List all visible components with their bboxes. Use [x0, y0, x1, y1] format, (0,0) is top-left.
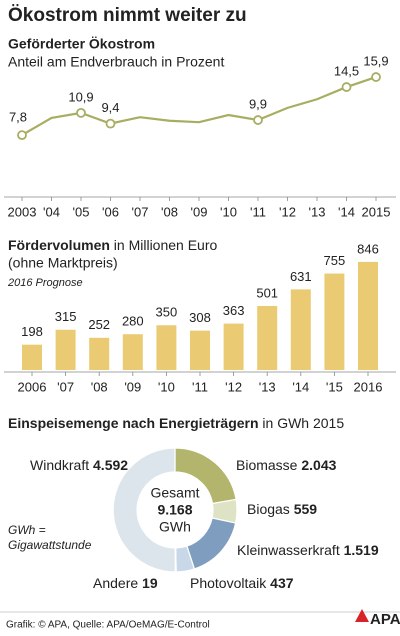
bar: [89, 337, 110, 370]
total-unit: GWh: [159, 519, 191, 535]
value-label: 501: [256, 285, 278, 300]
bar-subtitle: (ohne Marktpreis): [8, 255, 118, 271]
bar: [358, 261, 378, 370]
bar: [290, 289, 311, 370]
segment-value: 1.519: [344, 542, 379, 558]
value-label: 308: [189, 310, 211, 325]
pie-note: Gigawattstunde: [8, 538, 92, 552]
value-label: 350: [156, 305, 178, 320]
bar: [55, 329, 76, 370]
segment-label: Windkraft 4.592: [30, 457, 128, 473]
main-title: Ökostrom nimmt weiter zu: [8, 5, 247, 26]
x-tick-label: 2015: [362, 204, 391, 219]
segment-name: Photovoltaik: [190, 575, 267, 591]
line-subtitle: Anteil am Endverbrauch in Prozent: [8, 54, 224, 70]
point: [341, 82, 352, 92]
bar: [223, 323, 244, 370]
value-label: 631: [290, 269, 312, 284]
x-tick-label: 2016: [354, 379, 383, 394]
segment-label: Biogas 559: [247, 501, 317, 517]
segment-label: Biomasse 2.043: [236, 457, 337, 473]
value-label: 846: [357, 241, 379, 256]
segment-name: Kleinwasserkraft: [237, 542, 340, 558]
value-label: 7,8: [9, 110, 27, 125]
x-tick-label: '08: [91, 379, 108, 394]
bar-title: Fördervolumen in Millionen Euro: [8, 237, 218, 253]
segment-value: 4.592: [93, 457, 128, 473]
point: [253, 115, 263, 125]
line: [21, 76, 377, 137]
logo-mark: [355, 609, 369, 622]
line-title: Geförderter Ökostrom: [8, 36, 155, 52]
x-tick-label: 2006: [18, 379, 47, 394]
segment-label: Photovoltaik 437: [190, 575, 294, 591]
footer-source: Grafik: © APA, Quelle: APA/OeMAG/E-Contr…: [6, 620, 210, 631]
value-label: 280: [122, 314, 144, 329]
bar: [257, 305, 278, 370]
x-tick-label: '09: [191, 204, 208, 219]
value-label: 9,4: [101, 100, 119, 115]
x-tick-label: '06: [102, 204, 119, 219]
x-tick-label: '11: [192, 379, 208, 394]
x-tick-label: '04: [43, 204, 60, 219]
point: [76, 107, 86, 118]
value-label: 363: [223, 303, 245, 318]
segment-name: Windkraft: [30, 457, 89, 473]
value-label: 315: [55, 309, 77, 324]
bar: [122, 334, 143, 370]
total-label: Gesamt: [150, 485, 199, 501]
segment-name: Andere: [93, 575, 138, 591]
bar: [190, 330, 210, 370]
logo: APA: [370, 611, 400, 628]
value-label: 252: [88, 317, 110, 332]
segment-label: Andere 19: [93, 575, 158, 591]
segment-value: 2.043: [301, 457, 336, 473]
total-value: 9.168: [157, 502, 192, 518]
segment-label: Kleinwasserkraft 1.519: [237, 542, 379, 558]
value-label: 14,5: [334, 64, 359, 79]
segment-value: 437: [270, 575, 294, 591]
x-tick-label: '10: [220, 204, 237, 219]
pie-note: GWh =: [8, 523, 46, 537]
segment-value: 559: [294, 501, 318, 517]
bar-note: 2016 Prognose: [7, 277, 83, 289]
x-tick-label: '14: [338, 204, 355, 219]
bar: [22, 344, 42, 370]
bar: [156, 325, 177, 370]
segment-value: 19: [142, 575, 158, 591]
point: [17, 130, 27, 141]
value-label: 755: [324, 253, 346, 268]
x-tick-label: '07: [132, 204, 149, 219]
pie-title-main: Einspeisemenge nach Energieträgern: [8, 415, 259, 431]
x-tick-label: '09: [124, 379, 141, 394]
x-tick-label: '11: [250, 204, 266, 219]
segment-name: Biomasse: [236, 457, 298, 473]
point: [105, 118, 116, 129]
pie-title: Einspeisemenge nach Energieträgern in GW…: [8, 415, 344, 431]
x-tick-label: '08: [161, 204, 178, 219]
x-tick-label: '14: [292, 379, 309, 394]
x-tick-label: '05: [73, 204, 90, 219]
x-tick-label: 2003: [8, 204, 37, 219]
value-label: 9,9: [249, 96, 267, 111]
pie-title-suffix: in GWh 2015: [259, 415, 345, 431]
x-tick-label: '15: [326, 379, 343, 394]
value-label: 15,9: [363, 53, 388, 68]
x-tick-label: '12: [225, 379, 242, 394]
x-tick-label: '13: [309, 204, 326, 219]
value-label: 10,9: [68, 89, 93, 104]
donut-segment: [186, 517, 237, 570]
x-tick-label: '13: [259, 379, 276, 394]
bar: [324, 273, 345, 370]
donut-segment: [112, 447, 176, 573]
value-label: 198: [21, 324, 43, 339]
segment-name: Biogas: [247, 501, 290, 517]
bar-title-main: Fördervolumen: [8, 237, 110, 253]
point: [371, 72, 381, 82]
bar-title-suffix: in Millionen Euro: [110, 237, 218, 253]
x-tick-label: '12: [279, 204, 296, 219]
x-tick-label: '07: [57, 379, 74, 394]
x-tick-label: '10: [158, 379, 175, 394]
